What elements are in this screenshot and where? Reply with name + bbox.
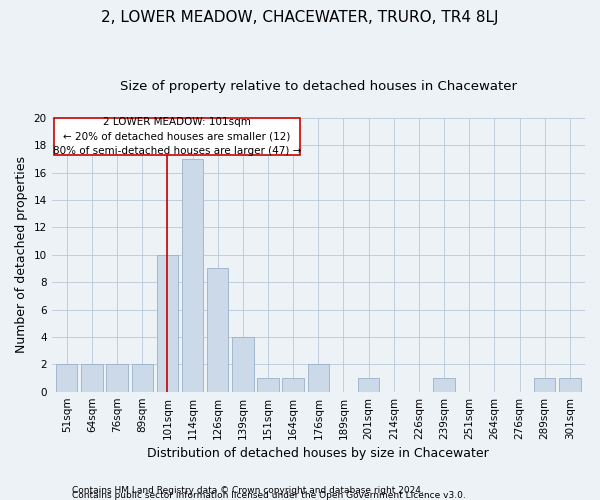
- Text: 2 LOWER MEADOW: 101sqm
← 20% of detached houses are smaller (12)
80% of semi-det: 2 LOWER MEADOW: 101sqm ← 20% of detached…: [53, 117, 301, 156]
- Bar: [131, 364, 153, 392]
- Text: 2, LOWER MEADOW, CHACEWATER, TRURO, TR4 8LJ: 2, LOWER MEADOW, CHACEWATER, TRURO, TR4 …: [101, 10, 499, 25]
- Bar: [257, 378, 279, 392]
- Bar: [358, 378, 379, 392]
- Bar: [157, 254, 178, 392]
- Text: Contains public sector information licensed under the Open Government Licence v3: Contains public sector information licen…: [72, 491, 466, 500]
- Bar: [308, 364, 329, 392]
- FancyBboxPatch shape: [53, 118, 300, 155]
- X-axis label: Distribution of detached houses by size in Chacewater: Distribution of detached houses by size …: [148, 447, 489, 460]
- Bar: [534, 378, 556, 392]
- Bar: [106, 364, 128, 392]
- Bar: [207, 268, 229, 392]
- Bar: [56, 364, 77, 392]
- Title: Size of property relative to detached houses in Chacewater: Size of property relative to detached ho…: [120, 80, 517, 93]
- Bar: [182, 159, 203, 392]
- Bar: [283, 378, 304, 392]
- Bar: [559, 378, 581, 392]
- Bar: [232, 337, 254, 392]
- Bar: [81, 364, 103, 392]
- Text: Contains HM Land Registry data © Crown copyright and database right 2024.: Contains HM Land Registry data © Crown c…: [72, 486, 424, 495]
- Y-axis label: Number of detached properties: Number of detached properties: [15, 156, 28, 353]
- Bar: [433, 378, 455, 392]
